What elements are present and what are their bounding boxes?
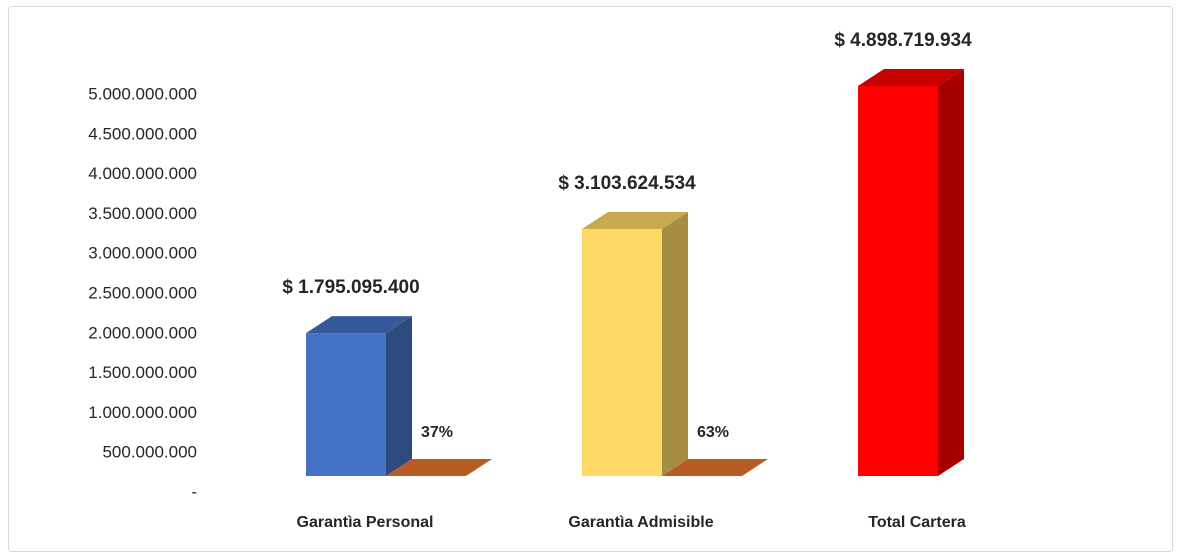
bar-front: [306, 333, 386, 476]
y-tick-label: 3.000.000.000: [88, 244, 197, 263]
y-tick-label: 2.500.000.000: [88, 283, 197, 302]
bar-top: [858, 69, 964, 87]
bar: [386, 459, 492, 476]
bar-side: [386, 316, 412, 476]
y-tick-label: 500.000.000: [102, 443, 197, 462]
bar: [662, 459, 768, 476]
x-tick-label: Garantìa Admisible: [568, 514, 713, 531]
bar-top: [386, 459, 492, 476]
bar-top: [306, 316, 412, 334]
y-tick-label: -: [191, 482, 197, 501]
bar-top: [662, 459, 768, 476]
value-label: $ 1.795.095.400: [282, 277, 419, 298]
bar-front: [582, 228, 662, 476]
y-tick-label: 2.000.000.000: [88, 323, 197, 342]
bar: [582, 211, 688, 477]
value-label: $ 4.898.719.934: [834, 30, 972, 51]
bar-top: [582, 211, 688, 229]
value-label: 37%: [421, 424, 453, 441]
y-tick-label: 4.500.000.000: [88, 124, 197, 143]
value-label: 63%: [697, 424, 729, 441]
y-tick-label: 1.000.000.000: [88, 403, 197, 422]
value-label: $ 3.103.624.534: [558, 173, 696, 194]
y-tick-label: 3.500.000.000: [88, 204, 197, 223]
x-tick-label: Garantìa Personal: [297, 514, 434, 531]
x-tick-label: Total Cartera: [868, 514, 966, 531]
bar: [306, 316, 412, 476]
y-tick-label: 1.500.000.000: [88, 363, 197, 382]
bar-side: [662, 211, 688, 477]
bar-side: [938, 69, 964, 476]
y-tick-label: 5.000.000.000: [88, 84, 197, 103]
bar-front: [858, 86, 938, 476]
bar: [858, 69, 964, 476]
y-tick-label: 4.000.000.000: [88, 164, 197, 183]
